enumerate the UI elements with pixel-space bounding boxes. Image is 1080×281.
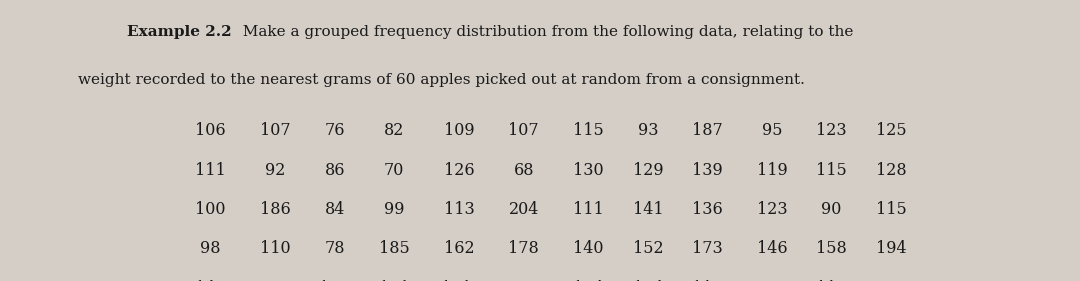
Text: 184: 184 bbox=[573, 280, 604, 281]
Text: 136: 136 bbox=[692, 201, 723, 218]
Text: 115: 115 bbox=[816, 162, 847, 178]
Text: 82: 82 bbox=[384, 122, 404, 139]
Text: 181: 181 bbox=[379, 280, 409, 281]
Text: 107: 107 bbox=[509, 122, 539, 139]
Text: 90: 90 bbox=[822, 201, 841, 218]
Text: 185: 185 bbox=[379, 240, 409, 257]
Text: 107: 107 bbox=[320, 280, 350, 281]
Text: 152: 152 bbox=[633, 240, 663, 257]
Text: 80: 80 bbox=[762, 280, 782, 281]
Text: 194: 194 bbox=[876, 240, 906, 257]
Text: 123: 123 bbox=[816, 122, 847, 139]
Text: 84: 84 bbox=[325, 201, 345, 218]
Text: 76: 76 bbox=[325, 122, 345, 139]
Text: 115: 115 bbox=[876, 201, 906, 218]
Text: 70: 70 bbox=[384, 162, 404, 178]
Text: 110: 110 bbox=[260, 240, 291, 257]
Text: 129: 129 bbox=[633, 162, 663, 178]
Text: 125: 125 bbox=[876, 122, 906, 139]
Text: 111: 111 bbox=[573, 201, 604, 218]
Text: 107: 107 bbox=[260, 122, 291, 139]
Text: 86: 86 bbox=[325, 162, 345, 178]
Text: 115: 115 bbox=[573, 122, 604, 139]
Text: weight recorded to the nearest grams of 60 apples picked out at random from a co: weight recorded to the nearest grams of … bbox=[78, 73, 805, 87]
Text: 110: 110 bbox=[692, 280, 723, 281]
Text: 130: 130 bbox=[573, 162, 604, 178]
Text: 158: 158 bbox=[816, 240, 847, 257]
Text: 146: 146 bbox=[757, 240, 787, 257]
Text: 173: 173 bbox=[692, 240, 723, 257]
Text: Make a grouped frequency distribution from the following data, relating to the: Make a grouped frequency distribution fr… bbox=[233, 25, 853, 39]
Text: 100: 100 bbox=[195, 201, 226, 218]
Text: 111: 111 bbox=[195, 162, 226, 178]
Text: 93: 93 bbox=[638, 122, 658, 139]
Text: 139: 139 bbox=[692, 162, 723, 178]
Text: 82: 82 bbox=[881, 280, 901, 281]
Text: 204: 204 bbox=[509, 201, 539, 218]
Text: 187: 187 bbox=[692, 122, 723, 139]
Text: 90: 90 bbox=[266, 280, 285, 281]
Text: 118: 118 bbox=[816, 280, 847, 281]
Text: 186: 186 bbox=[260, 201, 291, 218]
Text: 131,: 131, bbox=[441, 280, 477, 281]
Text: 178: 178 bbox=[509, 240, 539, 257]
Text: 113: 113 bbox=[444, 201, 474, 218]
Text: 162: 162 bbox=[444, 240, 474, 257]
Text: 106: 106 bbox=[195, 122, 226, 139]
Text: 128: 128 bbox=[876, 162, 906, 178]
Text: 78: 78 bbox=[325, 240, 345, 257]
Text: 68: 68 bbox=[514, 162, 534, 178]
Text: 140: 140 bbox=[573, 240, 604, 257]
Text: 148: 148 bbox=[195, 280, 226, 281]
Text: 109: 109 bbox=[444, 122, 474, 139]
Text: 119: 119 bbox=[757, 162, 787, 178]
Text: 123: 123 bbox=[757, 201, 787, 218]
Text: 92: 92 bbox=[266, 162, 285, 178]
Text: Example 2.2: Example 2.2 bbox=[127, 25, 232, 39]
Text: 104: 104 bbox=[633, 280, 663, 281]
Text: 141: 141 bbox=[633, 201, 663, 218]
Text: 75: 75 bbox=[514, 280, 534, 281]
Text: 95: 95 bbox=[762, 122, 782, 139]
Text: 126: 126 bbox=[444, 162, 474, 178]
Text: 99: 99 bbox=[384, 201, 404, 218]
Text: 98: 98 bbox=[201, 240, 220, 257]
